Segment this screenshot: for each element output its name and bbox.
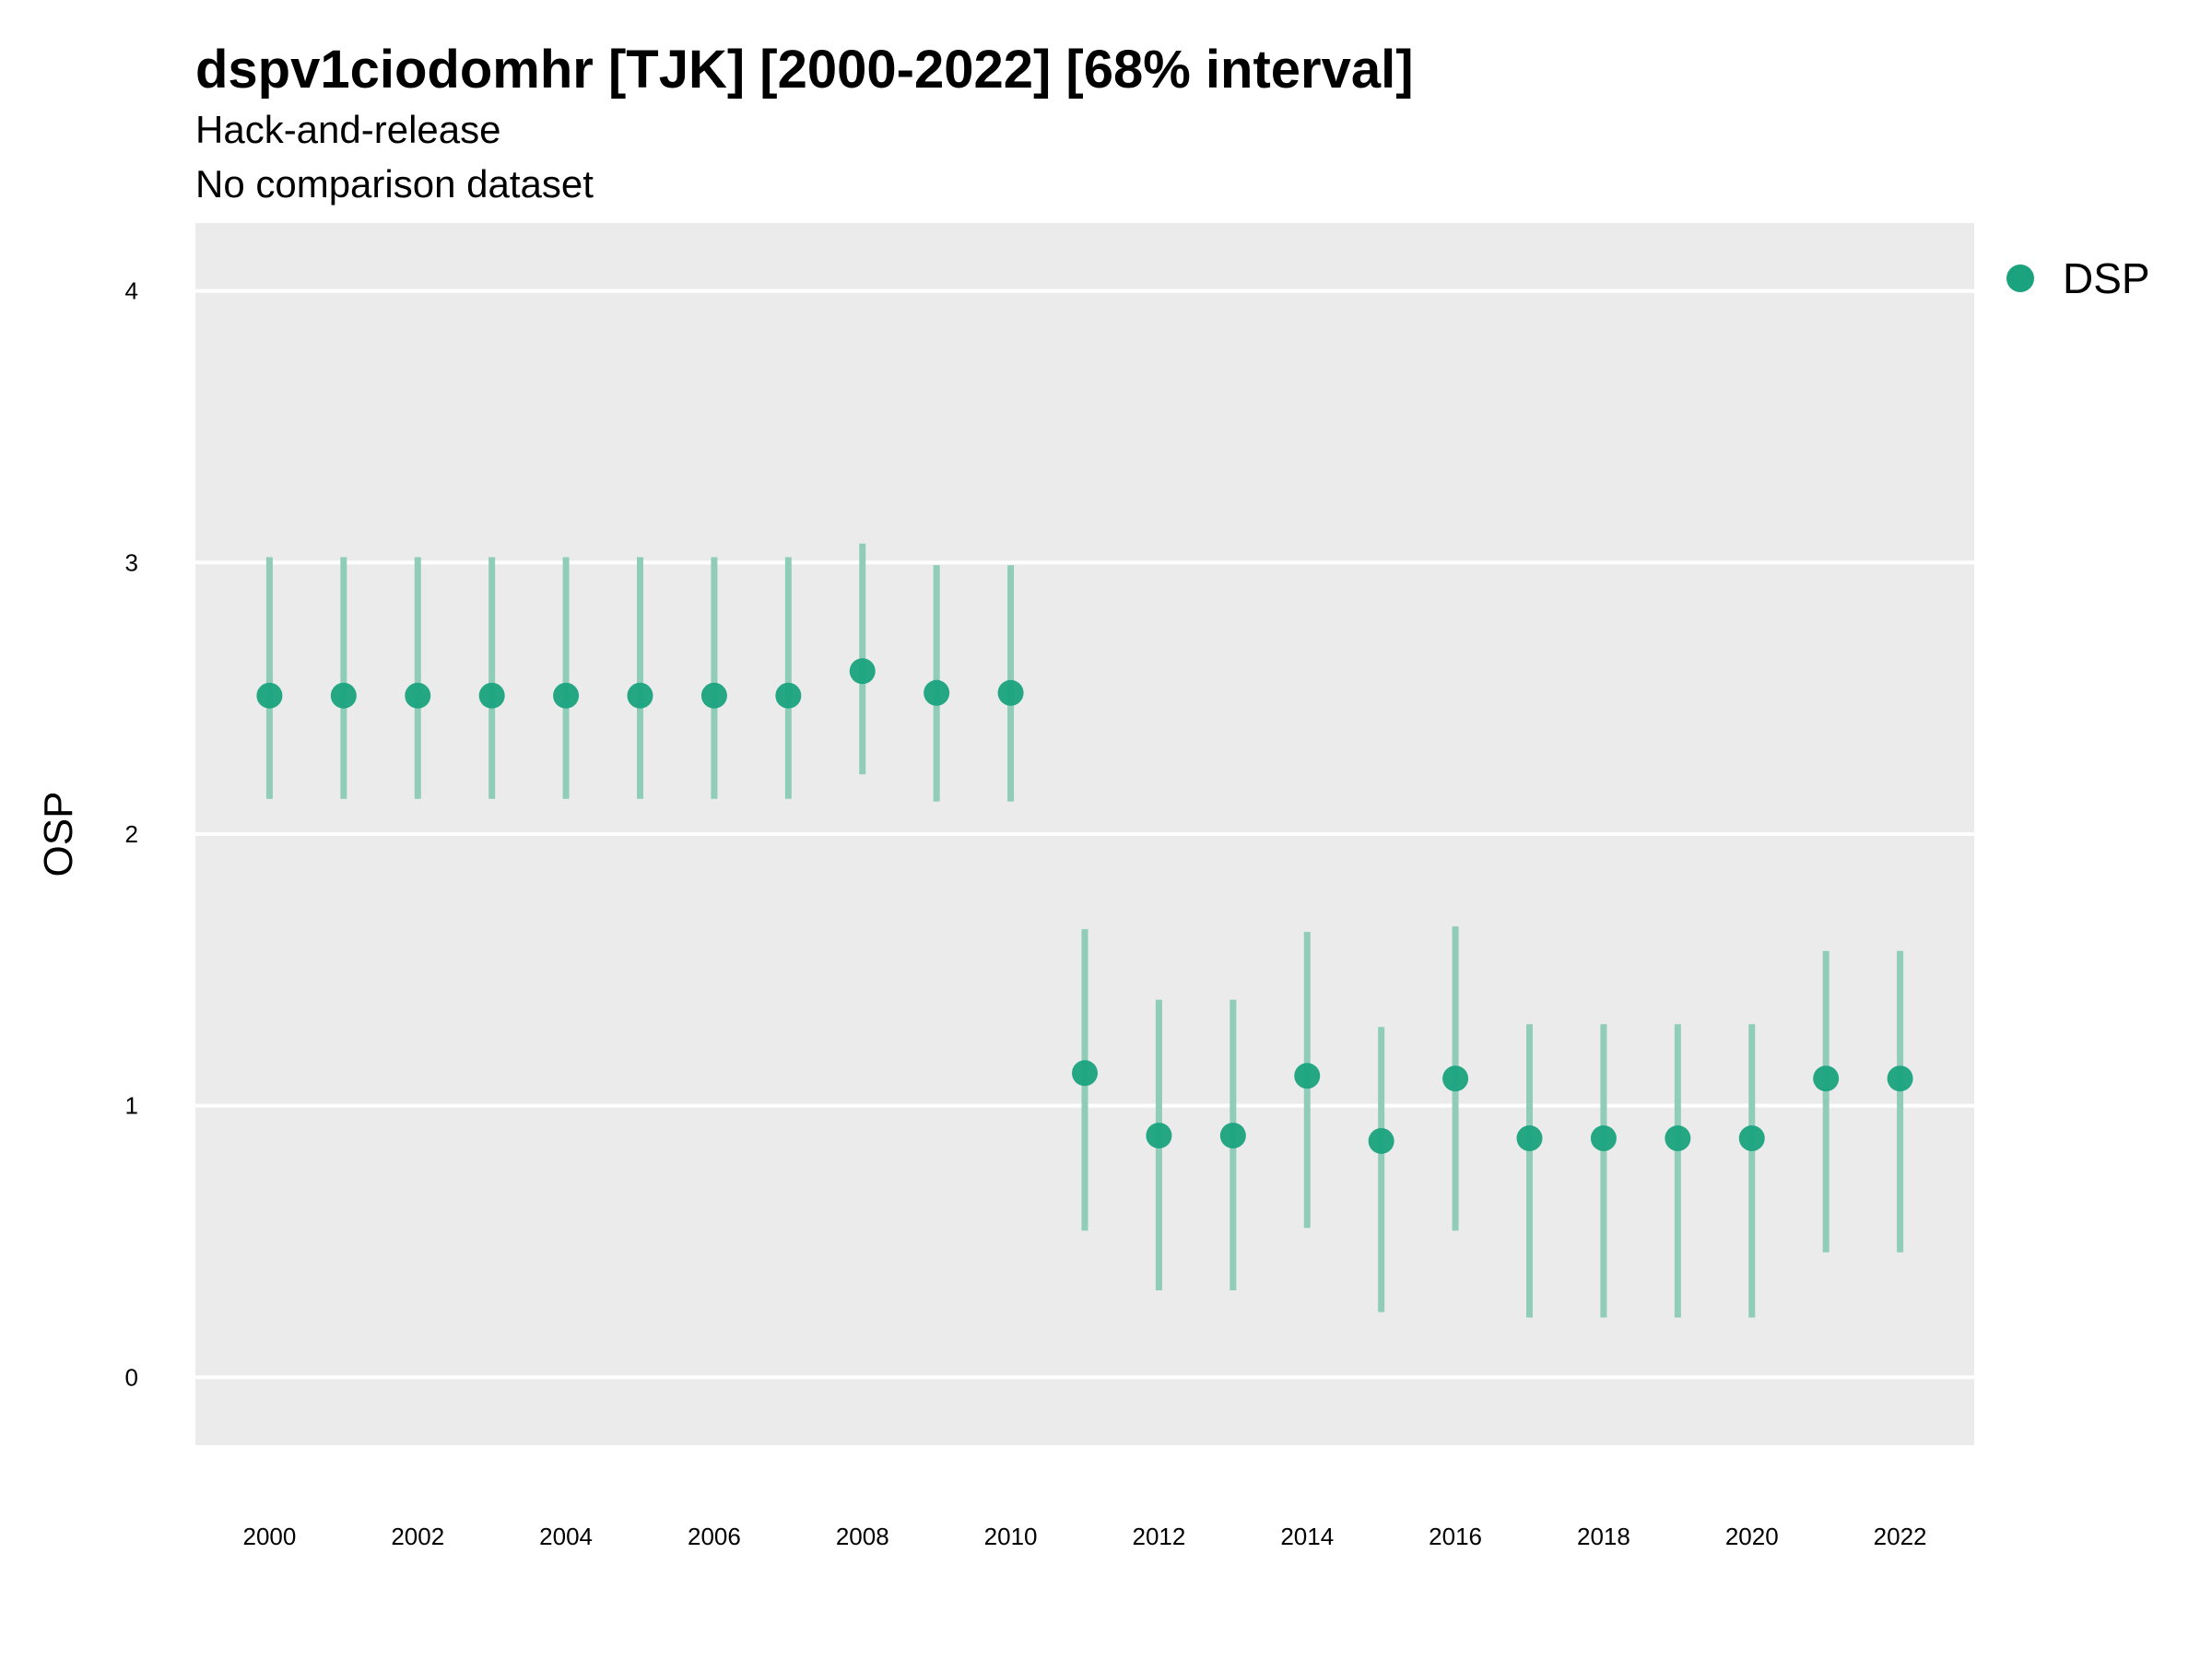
data-point (330, 682, 357, 709)
legend-label: DSP (2063, 254, 2150, 302)
x-tick-label: 2008 (836, 1523, 889, 1550)
y-tick-label: 3 (125, 548, 138, 576)
y-tick-label: 0 (125, 1363, 138, 1391)
data-point (1813, 1065, 1840, 1092)
legend: DSP (2006, 254, 2150, 302)
data-point (1442, 1065, 1469, 1092)
data-point (256, 682, 283, 709)
x-tick-label: 2002 (391, 1523, 444, 1550)
chart-subtitle-line-1: Hack-and-release (195, 108, 501, 151)
data-point (849, 658, 876, 685)
data-point (1368, 1127, 1394, 1154)
y-tick-label: 4 (125, 277, 138, 305)
y-axis-title: OSP (36, 792, 81, 877)
data-point (1516, 1125, 1543, 1152)
data-point (997, 679, 1024, 706)
data-point (924, 679, 950, 706)
x-tick-label: 2010 (984, 1523, 1038, 1550)
point-layer (256, 658, 1913, 1154)
data-point (478, 682, 505, 709)
data-point (775, 682, 802, 709)
data-point (1665, 1125, 1691, 1152)
data-point (1294, 1063, 1321, 1089)
x-tick-label: 2012 (1132, 1523, 1185, 1550)
data-point (627, 682, 653, 709)
x-tick-label: 2006 (688, 1523, 741, 1550)
data-point (553, 682, 580, 709)
y-tick-labels: 0 1 2 3 4 (125, 277, 138, 1392)
data-point (1146, 1123, 1172, 1149)
x-tick-label: 2014 (1280, 1523, 1334, 1550)
data-point (1738, 1125, 1765, 1152)
data-point (1590, 1125, 1617, 1152)
data-point (1887, 1065, 1913, 1092)
data-point (700, 682, 727, 709)
x-tick-label: 2016 (1429, 1523, 1482, 1550)
x-tick-label: 2020 (1725, 1523, 1779, 1550)
data-point (405, 682, 431, 709)
y-tick-label: 2 (125, 820, 138, 848)
x-tick-label: 2000 (242, 1523, 296, 1550)
legend-swatch (2006, 265, 2034, 292)
y-tick-label: 1 (125, 1092, 138, 1120)
data-point (1072, 1060, 1098, 1087)
x-tick-labels: 2000 2002 2004 2006 2008 2010 2012 2014 2016 2018… (242, 1523, 1926, 1550)
chart-subtitle-line-2: No comparison dataset (195, 162, 594, 206)
data-point (1219, 1123, 1246, 1149)
chart-title: dspv1ciodomhr [TJK] [2000-2022] [68% int… (195, 40, 1414, 100)
x-tick-label: 2018 (1577, 1523, 1630, 1550)
x-tick-label: 2022 (1874, 1523, 1927, 1550)
x-tick-label: 2004 (539, 1523, 593, 1550)
